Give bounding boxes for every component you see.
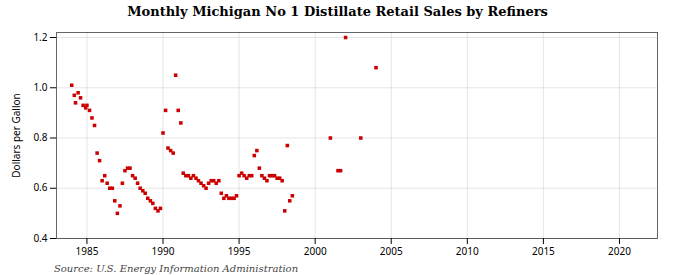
- svg-text:1985: 1985: [75, 244, 98, 258]
- html-text:Monthly Michigan No 1 Distilla: Monthly Michigan No 1 Distillate Retail …: [127, 4, 548, 19]
- svg-text:2020: 2020: [608, 244, 631, 258]
- svg-text:0.8: 0.8: [33, 130, 47, 144]
- svg-text:2000: 2000: [304, 244, 327, 258]
- svg-text:0.6: 0.6: [33, 180, 47, 194]
- svg-text:0.4: 0.4: [33, 231, 47, 245]
- html-text:Source: U.S. Energy Informatio: Source: U.S. Energy Information Administ…: [54, 263, 299, 274]
- svg-text:2010: 2010: [456, 244, 479, 258]
- svg-text:2005: 2005: [380, 244, 403, 258]
- svg-text:1990: 1990: [152, 244, 175, 258]
- svg-text:Dollars per Gallon: Dollars per Gallon: [9, 93, 23, 177]
- svg-text:1995: 1995: [228, 244, 251, 258]
- svg-text:1.0: 1.0: [33, 80, 47, 94]
- svg-text:1.2: 1.2: [33, 30, 47, 44]
- svg-text:2015: 2015: [532, 244, 555, 258]
